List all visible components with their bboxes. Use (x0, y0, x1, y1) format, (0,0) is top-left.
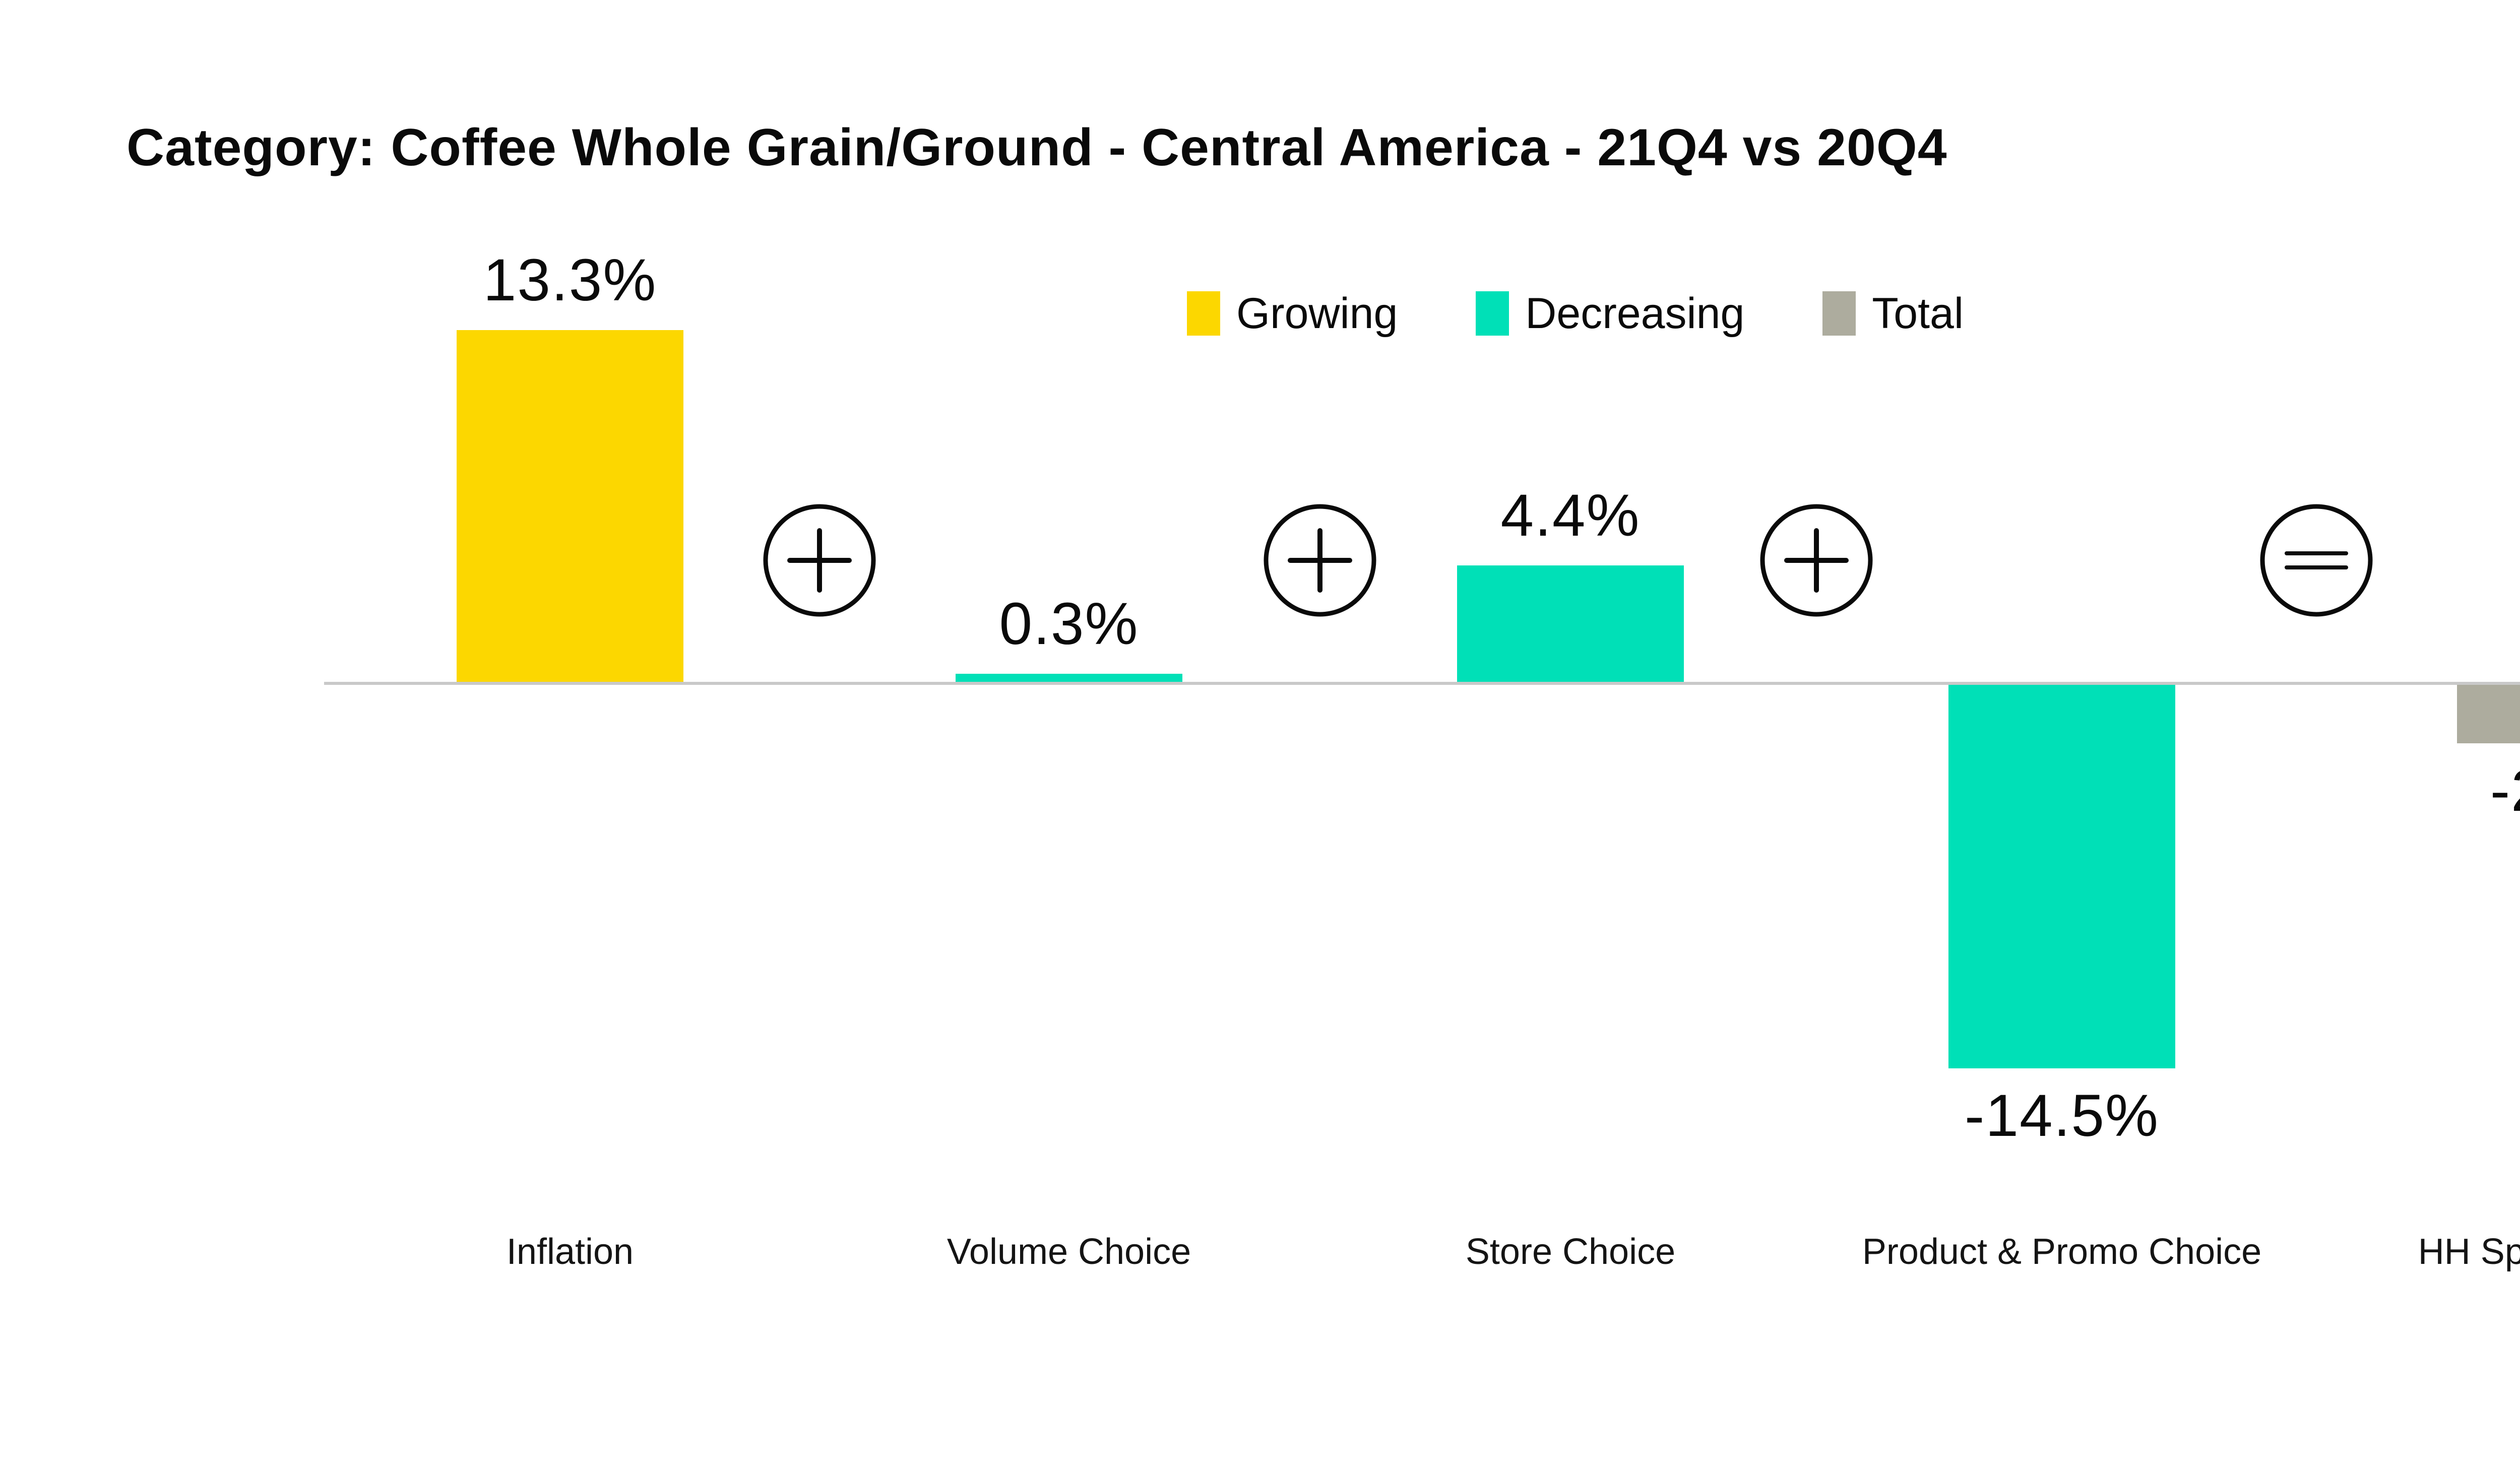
legend-swatch-decreasing (1476, 291, 1509, 336)
category-label: Inflation (506, 1232, 634, 1272)
legend-swatch-total (1822, 291, 1856, 336)
plus-circle-icon (1264, 504, 1376, 617)
equals-circle-icon (2260, 504, 2373, 617)
legend-swatch-growing (1187, 291, 1221, 336)
axis-baseline (324, 682, 2520, 685)
bar-value-label: -14.5% (1965, 1082, 2159, 1149)
legend-label: Growing (1236, 289, 1398, 338)
legend-label: Total (1872, 289, 1964, 338)
bar-value-label: 4.4% (1500, 482, 1641, 549)
legend-label: Decreasing (1525, 289, 1745, 338)
bar-hh-spend-change (2457, 685, 2520, 743)
category-label: Store Choice (1465, 1232, 1676, 1272)
chart-title: Category: Coffee Whole Grain/Ground - Ce… (127, 118, 1947, 177)
plus-circle-icon (1760, 504, 1873, 617)
bar-value-label: 13.3% (483, 247, 657, 313)
legend-item-decreasing: Decreasing (1476, 291, 1744, 336)
bar-product-promo-choice (1948, 685, 2175, 1068)
category-label: Product & Promo Choice (1862, 1232, 2262, 1272)
bar-store-choice (1457, 565, 1684, 682)
legend: Growing Decreasing Total (0, 291, 2520, 336)
legend-item-total: Total (1822, 291, 1964, 336)
legend-item-growing: Growing (1187, 291, 1398, 336)
bar-inflation (457, 330, 683, 682)
category-label: HH Spend Change (2418, 1232, 2520, 1272)
bar-volume-choice (956, 674, 1182, 682)
bar-value-label: -2.2% (2490, 757, 2520, 824)
category-label: Volume Choice (947, 1232, 1191, 1272)
plus-circle-icon (763, 504, 876, 617)
bar-value-label: 0.3% (999, 591, 1139, 657)
